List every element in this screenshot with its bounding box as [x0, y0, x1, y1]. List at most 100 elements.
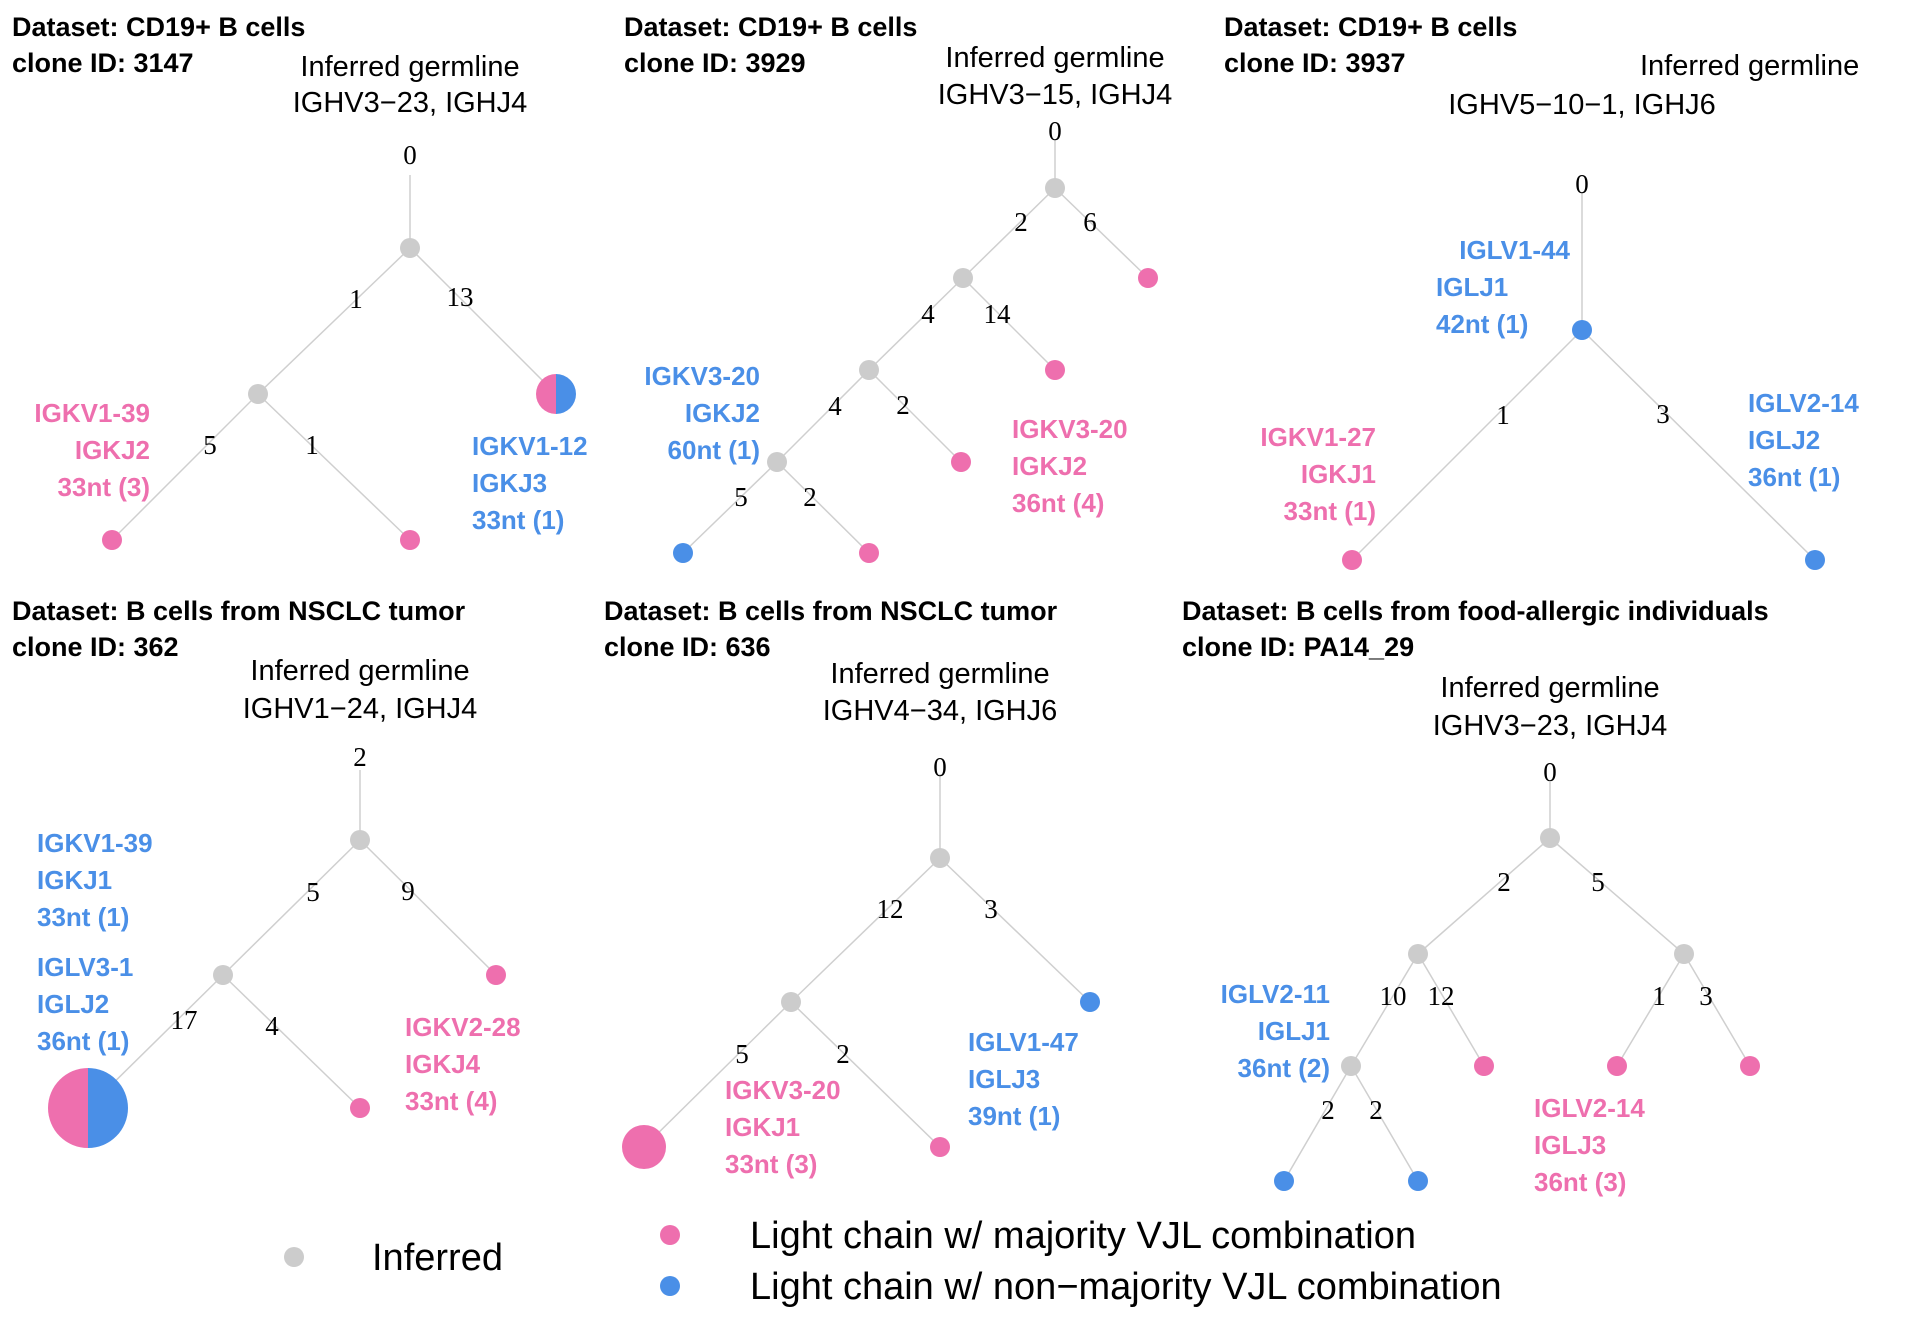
panel-clone-3147: Dataset: CD19+ B cells clone ID: 3147 In… — [12, 12, 588, 550]
light-chain-label: IGKJ2 — [75, 435, 150, 465]
edge-label: 4 — [828, 391, 842, 421]
light-chain-label: IGLJ2 — [1748, 425, 1820, 455]
edge-label: 5 — [306, 877, 320, 907]
light-chain-label: IGKJ3 — [472, 468, 547, 498]
majority-node — [1740, 1056, 1760, 1076]
light-chain-label: 60nt (1) — [668, 435, 760, 465]
legend-label-non-majority: Light chain w/ non−majority VJL combinat… — [750, 1266, 1502, 1308]
light-chain-label: IGKV2-28 — [405, 1012, 521, 1042]
legend: Inferred Light chain w/ majority VJL com… — [284, 1215, 1502, 1308]
edge-label: 5 — [1591, 867, 1605, 897]
edge-label: 2 — [896, 390, 910, 420]
light-chain-label: IGLJ3 — [1534, 1130, 1606, 1160]
germline-title: Inferred germline — [300, 51, 519, 83]
light-chain-label: IGKV3-20 — [1012, 414, 1128, 444]
majority-node — [102, 530, 122, 550]
light-chain-label: 39nt (1) — [968, 1101, 1060, 1131]
panel-clone-id: clone ID: 362 — [12, 632, 179, 662]
light-chain-label: IGLV3-1 — [37, 952, 133, 982]
light-chain-label: 36nt (3) — [1534, 1167, 1626, 1197]
tree-edges — [1283, 782, 1751, 1182]
light-chain-label: IGLJ2 — [37, 989, 109, 1019]
panel-clone-3937: Dataset: CD19+ B cells clone ID: 3937 In… — [1224, 12, 1859, 570]
tree-edges — [111, 175, 557, 541]
light-chain-label: IGKV3-20 — [725, 1075, 841, 1105]
majority-node — [1474, 1056, 1494, 1076]
inferred-node — [350, 830, 370, 850]
light-chain-label: 33nt (1) — [472, 505, 564, 535]
edge-label: 1 — [305, 430, 319, 460]
germline-genes: IGHV4−34, IGHJ6 — [823, 695, 1058, 727]
majority-node — [1342, 550, 1362, 570]
inferred-node — [1408, 944, 1428, 964]
light-chain-label: IGLJ1 — [1436, 272, 1508, 302]
majority-node — [622, 1125, 666, 1169]
edge-label: 1 — [1652, 981, 1666, 1011]
mixed-node — [48, 1068, 128, 1148]
light-chain-label: 33nt (1) — [37, 902, 129, 932]
inferred-node — [400, 238, 420, 258]
edge-label: 9 — [401, 876, 415, 906]
germline-title: Inferred germline — [830, 658, 1049, 690]
edge-label: 2 — [353, 742, 367, 772]
panel-dataset-title: Dataset: CD19+ B cells — [12, 12, 305, 42]
majority-node — [951, 452, 971, 472]
inferred-node — [1540, 828, 1560, 848]
inferred-node — [781, 992, 801, 1012]
light-chain-label: IGKV3-20 — [644, 361, 760, 391]
germline-genes: IGHV3−23, IGHJ4 — [1433, 710, 1668, 742]
panel-clone-3929: Dataset: CD19+ B cells clone ID: 3929 In… — [624, 12, 1172, 563]
edge-label: 5 — [735, 1039, 749, 1069]
edge-label: 3 — [1656, 399, 1670, 429]
majority-node — [859, 543, 879, 563]
panel-clone-id: clone ID: 3147 — [12, 48, 194, 78]
light-chain-label: 33nt (3) — [725, 1149, 817, 1179]
edge-label: 17 — [171, 1005, 198, 1035]
light-chain-label: 42nt (1) — [1436, 309, 1528, 339]
panel-clone-id: clone ID: PA14_29 — [1182, 632, 1414, 662]
panel-clone-PA14_29: Dataset: B cells from food-allergic indi… — [1182, 596, 1769, 1197]
germline-title: Inferred germline — [250, 655, 469, 687]
edge-label: 12 — [1428, 981, 1455, 1011]
non-majority-node — [673, 543, 693, 563]
legend-swatch-inferred — [284, 1247, 304, 1267]
non-majority-node — [1080, 992, 1100, 1012]
light-chain-label: IGLJ1 — [1258, 1016, 1330, 1046]
light-chain-label: IGKJ1 — [1301, 459, 1376, 489]
light-chain-label: 36nt (2) — [1238, 1053, 1330, 1083]
legend-item-inferred: Inferred — [284, 1237, 503, 1279]
tree-edges — [1351, 192, 1816, 561]
panel-dataset-title: Dataset: CD19+ B cells — [1224, 12, 1517, 42]
light-chain-label: IGLV2-14 — [1748, 388, 1859, 418]
germline-genes: IGHV3−15, IGHJ4 — [938, 79, 1173, 111]
panel-dataset-title: Dataset: B cells from NSCLC tumor — [604, 596, 1058, 626]
light-chain-label: IGLV1-44 — [1459, 235, 1570, 265]
majority-node — [1138, 268, 1158, 288]
edge-label: 10 — [1380, 981, 1407, 1011]
germline-genes: IGHV5−10−1, IGHJ6 — [1448, 89, 1716, 121]
non-majority-node — [1408, 1171, 1428, 1191]
edge-label: 5 — [734, 482, 748, 512]
inferred-node — [248, 384, 268, 404]
edge-label: 1 — [349, 284, 363, 314]
inferred-node — [859, 360, 879, 380]
panel-dataset-title: Dataset: B cells from NSCLC tumor — [12, 596, 466, 626]
inferred-node — [1674, 944, 1694, 964]
light-chain-label: IGKV1-27 — [1260, 422, 1376, 452]
panel-clone-636: Dataset: B cells from NSCLC tumor clone … — [604, 596, 1100, 1179]
light-chain-label: IGKJ2 — [1012, 451, 1087, 481]
inferred-node — [1341, 1056, 1361, 1076]
panel-clone-362: Dataset: B cells from NSCLC tumor clone … — [12, 596, 521, 1148]
edge-label: 5 — [203, 430, 217, 460]
light-chain-label: IGKJ1 — [725, 1112, 800, 1142]
non-majority-node — [1274, 1171, 1294, 1191]
edge-label: 2 — [836, 1039, 850, 1069]
edge-label: 2 — [1014, 207, 1028, 237]
edge-label: 4 — [265, 1011, 279, 1041]
inferred-node — [1045, 178, 1065, 198]
majority-node — [350, 1098, 370, 1118]
edge-label: 6 — [1083, 207, 1097, 237]
panel-dataset-title: Dataset: B cells from food-allergic indi… — [1182, 596, 1769, 626]
panel-clone-id: clone ID: 3929 — [624, 48, 806, 78]
germline-title: Inferred germline — [945, 42, 1164, 74]
